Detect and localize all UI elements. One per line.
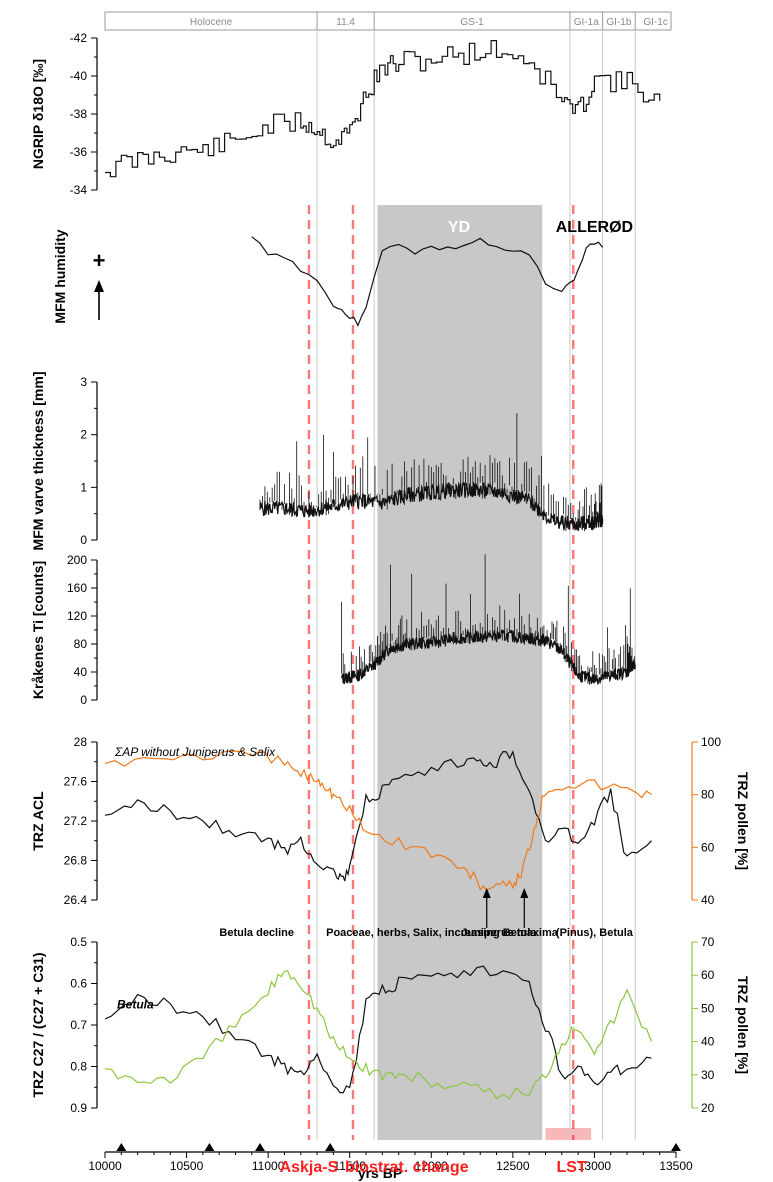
annotation-2: Juniperus maxima — [461, 927, 558, 939]
y-tick-label: 80 — [74, 637, 88, 651]
right-tick-label: 70 — [701, 935, 715, 949]
y-tick-label: 0 — [80, 533, 87, 547]
strip-label-11.4: 11.4 — [336, 17, 355, 28]
series-mfm_humidity-0 — [251, 236, 604, 327]
juniperus-arrowhead-0 — [482, 888, 491, 898]
x-tick-label: 11500 — [333, 1159, 366, 1173]
strip-label-Holocene: Holocene — [190, 17, 233, 28]
annotation-3: (Pinus), Betula — [556, 927, 634, 939]
y-tick-label: -40 — [70, 69, 88, 83]
series-ngrip-0 — [105, 40, 661, 178]
event-label-2: LST — [556, 1159, 586, 1176]
yd-label: YD — [448, 219, 470, 236]
y-tick-label: -34 — [70, 183, 88, 197]
y-axis-label-trz_acl: TRZ ACL — [30, 791, 46, 851]
y-tick-label: 26.4 — [64, 893, 88, 907]
legend-sum-ap: ΣAP without Juniperus & Salix — [114, 745, 276, 759]
right-tick-label: 80 — [701, 788, 715, 802]
y-tick-label: 3 — [80, 375, 87, 389]
y-axis-label-trz_c27: TRZ C27 / (C27 + C31) — [30, 952, 46, 1097]
annotation-0: Betula decline — [219, 927, 294, 939]
chronology-marker — [204, 1143, 215, 1151]
y-tick-label: 27.2 — [64, 814, 88, 828]
y-tick-label: 160 — [67, 581, 87, 595]
y-tick-label: 200 — [67, 553, 87, 567]
right-axis-label-trz_c27: TRZ pollen [%] — [735, 976, 751, 1074]
event-label-1: biostrat. change — [345, 1159, 469, 1176]
y-tick-label: 2 — [80, 428, 87, 442]
chronology-marker — [254, 1143, 265, 1151]
y-tick-label: 120 — [67, 609, 87, 623]
y-tick-label: -42 — [70, 31, 88, 45]
y-axis-label-mfm_varve: MFM varve thickness [mm] — [30, 372, 46, 551]
series-trz_acl-1 — [104, 750, 652, 892]
x-tick-label: 10500 — [170, 1159, 204, 1173]
x-tick-label: 13500 — [659, 1159, 693, 1173]
y-axis-label-krakenes_ti: Kråkenes Ti [counts] — [30, 561, 46, 699]
chronology-marker — [671, 1143, 681, 1151]
y-tick-label: 0.8 — [70, 1060, 87, 1074]
panel-mfm_humidity: MFM humidity + — [52, 229, 105, 323]
right-axis-label-trz_acl: TRZ pollen [%] — [735, 772, 751, 870]
strip-label-GI-1a: GI-1a — [574, 17, 599, 28]
y-tick-label: 0.7 — [70, 1018, 87, 1032]
lst-bar — [545, 1128, 592, 1140]
legend-betula: Betula — [117, 997, 154, 1011]
event-label-0: Askja-S — [280, 1159, 339, 1176]
x-tick-label: 12000 — [415, 1159, 449, 1173]
y-tick-label: 1 — [80, 480, 87, 494]
strip-label-GI-1c: GI-1c — [643, 17, 667, 28]
right-tick-label: 20 — [701, 1101, 715, 1115]
series-trz_c27-1 — [104, 970, 653, 1100]
strip-label-GS-1: GS-1 — [460, 17, 484, 28]
y-axis-label-ngrip: NGRIP δ18O [‰] — [30, 59, 46, 169]
series-mfm_varve-0 — [259, 481, 604, 532]
right-tick-label: 60 — [701, 968, 715, 982]
right-tick-label: 50 — [701, 1001, 715, 1015]
chronology-marker — [325, 1143, 336, 1151]
x-tick-label: 12500 — [496, 1159, 530, 1173]
panel-krakenes_ti: 0 40 80 120 160 200 Kråkenes Ti [counts] — [30, 553, 98, 707]
right-tick-label: 40 — [701, 893, 715, 907]
y-tick-label: 26.8 — [64, 854, 88, 868]
x-tick-label: 13000 — [578, 1159, 612, 1173]
y-tick-label: -36 — [70, 145, 88, 159]
humidity-plus-sign: + — [93, 248, 106, 273]
panel-trz_acl: 26.4 26.8 27.2 27.6 28 TRZ ACL 40 60 80 100 TRZ po… — [30, 735, 751, 907]
panel-ngrip: -34 -36 -38 -40 -42 NGRIP δ18O [‰] — [30, 31, 98, 197]
series-krakenes_ti-0 — [341, 628, 636, 685]
y-tick-label: 27.6 — [64, 775, 88, 789]
series-trz_c27-0 — [104, 965, 652, 1094]
humidity-arrowhead — [94, 280, 104, 292]
right-tick-label: 60 — [701, 840, 715, 854]
y-tick-label: 28 — [74, 735, 88, 749]
annotation-1: Poaceae, herbs, Salix, increasing Betula — [326, 927, 537, 939]
y-tick-label: 0.5 — [70, 935, 87, 949]
panel-trz_c27: 0.9 0.8 0.7 0.6 0.5 TRZ C27 / (C27 + C31) 70 60… — [30, 935, 751, 1115]
right-tick-label: 100 — [701, 735, 721, 749]
chronology-marker — [116, 1143, 127, 1151]
right-tick-label: 40 — [701, 1035, 715, 1049]
y-tick-label: 40 — [74, 665, 88, 679]
panel-mfm_varve: 0 1 2 3 MFM varve thickness [mm] — [30, 372, 98, 551]
y-tick-label: 0.6 — [70, 977, 87, 991]
x-tick-label: 11000 — [252, 1159, 285, 1173]
right-tick-label: 30 — [701, 1068, 715, 1082]
x-axis-label: yrs BP — [358, 1165, 402, 1181]
y-tick-label: 0.9 — [70, 1101, 87, 1115]
ice-core-strip — [104, 11, 672, 31]
x-tick-label: 10000 — [88, 1159, 122, 1173]
allerod-label: ALLERØD — [556, 219, 633, 236]
y-axis-label-mfm_humidity: MFM humidity — [52, 229, 68, 323]
juniperus-arrowhead-1 — [520, 888, 529, 898]
series-trz_acl-0 — [104, 750, 652, 882]
y-tick-label: -38 — [70, 107, 88, 121]
y-tick-label: 0 — [80, 693, 87, 707]
strip-label-GI-1b: GI-1b — [606, 17, 631, 28]
yd-shading — [377, 205, 543, 1140]
